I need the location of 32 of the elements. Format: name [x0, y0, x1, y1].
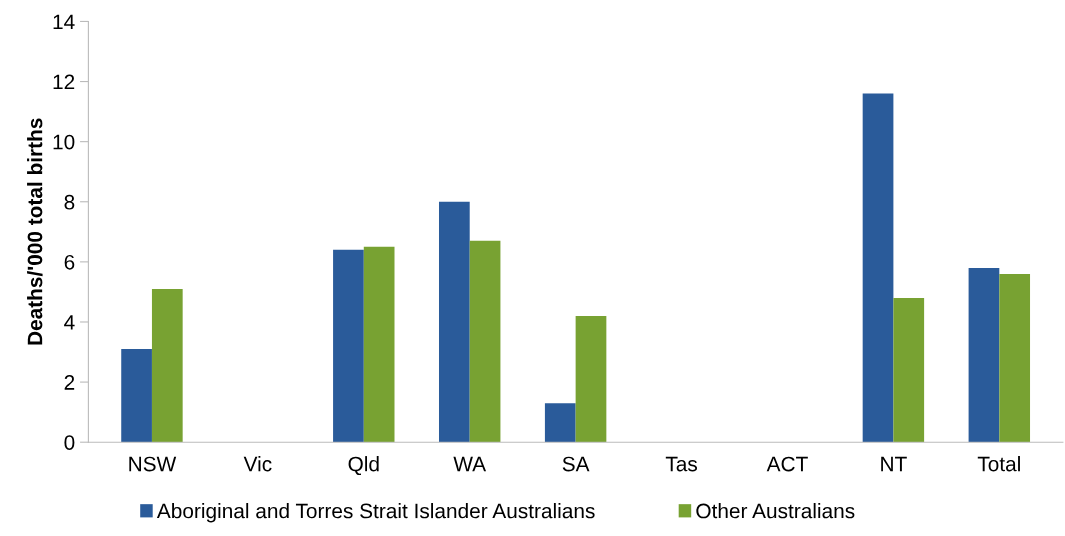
x-tick-label: ACT: [766, 456, 808, 472]
bar: [575, 315, 607, 443]
x-tick-label: Tas: [665, 456, 698, 472]
y-tick-label: 6: [64, 254, 75, 270]
y-axis-title: Deaths/'000 total births: [27, 118, 43, 345]
y-tick-label: 14: [53, 14, 75, 29]
bar: [544, 403, 576, 443]
y-tick-label: 8: [64, 194, 75, 210]
y-tick-label: 0: [64, 435, 75, 450]
legend-label: Aboriginal and Torres Strait Islander Australians: [156, 503, 595, 523]
bar: [999, 273, 1031, 443]
bar: [121, 349, 152, 443]
y-tick-label: 2: [64, 375, 75, 390]
bar: [968, 267, 1000, 443]
bar: [469, 240, 501, 443]
bar: [438, 201, 470, 443]
bar: [862, 93, 894, 443]
y-tick-label: 10: [53, 134, 75, 150]
x-tick-label: WA: [453, 456, 487, 472]
x-tick-label: NT: [881, 456, 907, 472]
y-tick-label: 4: [64, 315, 75, 330]
legend-label: Other Australians: [696, 503, 855, 519]
x-tick-label: Qld: [348, 456, 379, 476]
bar: [333, 249, 364, 443]
bar: [363, 246, 395, 443]
bar: [893, 297, 925, 443]
x-tick-label: SA: [562, 456, 590, 472]
x-tick-label: NSW: [129, 456, 177, 472]
bar: [151, 288, 183, 443]
x-tick-label: Total: [977, 456, 1020, 472]
y-tick-label: 12: [53, 74, 75, 90]
x-tick-label: Vic: [243, 456, 272, 472]
